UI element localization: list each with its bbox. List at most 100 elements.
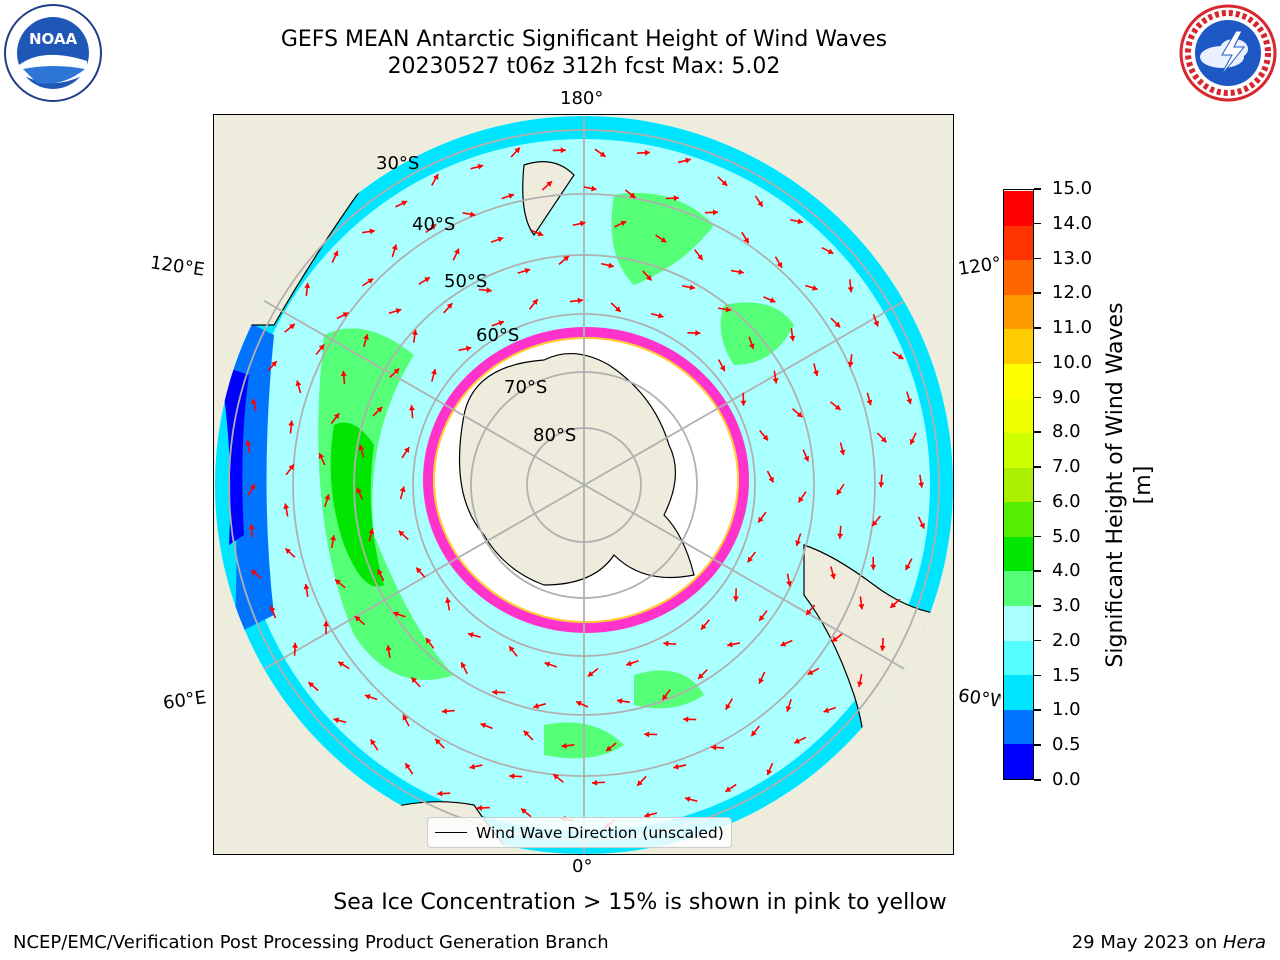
wave-direction-arrowhead — [918, 482, 925, 488]
legend-line-icon — [435, 831, 467, 834]
wave-direction-arrowhead — [492, 689, 498, 696]
colorbar-segment — [1004, 398, 1033, 434]
wave-direction-arrowhead — [839, 449, 846, 456]
wave-direction-arrowhead — [738, 268, 744, 275]
wave-direction-arrowhead — [333, 717, 340, 724]
wave-direction-arrowhead — [303, 583, 310, 590]
wave-direction-arrowhead — [776, 261, 783, 268]
wave-direction-arrowhead — [766, 769, 773, 776]
wave-direction-arrowhead — [469, 211, 476, 218]
wave-direction-arrowhead — [673, 195, 679, 202]
colorbar-tick — [1034, 709, 1041, 711]
colorbar-label: Significant Height of Wind Waves [m] — [1103, 302, 1156, 668]
wave-direction-arrowhead — [857, 681, 863, 687]
wave-direction-arrowhead — [757, 200, 763, 207]
colorbar-tick — [1034, 779, 1041, 781]
wave-direction-arrowhead — [599, 151, 606, 157]
colorbar-tick-label: 3.0 — [1052, 595, 1081, 617]
colorbar-segment — [1004, 467, 1033, 503]
wave-direction-arrowhead — [289, 323, 295, 330]
colorbar-tick-label: 7.0 — [1052, 456, 1081, 478]
wave-direction-arrowhead — [498, 320, 505, 326]
wave-direction-arrowhead — [304, 282, 311, 289]
wave-direction-arrowhead — [338, 661, 345, 668]
wave-direction-arrowhead — [897, 353, 904, 359]
wave-direction-arrowhead — [446, 303, 453, 309]
wave-direction-arrowhead — [408, 405, 415, 411]
colorbar-tick — [1034, 396, 1041, 399]
wave-direction-arrowhead — [626, 660, 632, 667]
wave-direction-arrowhead — [335, 579, 341, 585]
wave-direction-arrowhead — [629, 192, 636, 199]
wave-direction-arrowhead — [524, 267, 531, 274]
lat-label-60s: 60°S — [476, 325, 519, 346]
lon-label-120e: 120°E — [148, 252, 206, 281]
wave-direction-arrowhead — [759, 615, 765, 621]
noaa-logo-text: NOAA — [29, 30, 78, 48]
wave-direction-arrowhead — [368, 528, 375, 535]
wave-direction-arrowhead — [431, 369, 437, 375]
wave-direction-arrowhead — [364, 694, 371, 700]
wave-direction-arrowhead — [769, 297, 776, 303]
wave-direction-arrowhead — [561, 742, 567, 749]
colorbar-tick — [1034, 257, 1041, 260]
wave-direction-arrowhead — [751, 730, 757, 737]
polar-map: 30°S 40°S 50°S 60°S 70°S 80°S — [214, 115, 953, 854]
wave-direction-arrowhead — [391, 244, 398, 251]
lon-label-60e: 60°E — [161, 687, 208, 714]
wave-direction-arrowhead — [747, 556, 753, 563]
wave-direction-arrowhead — [399, 486, 406, 493]
colorbar-tick-label: 15.0 — [1052, 178, 1093, 199]
wave-direction-arrowhead — [533, 703, 539, 709]
colorbar-segment — [1004, 536, 1033, 572]
wave-direction-arrowhead — [711, 744, 717, 751]
wave-direction-arrowhead — [890, 602, 897, 608]
wave-direction-arrowhead — [405, 763, 411, 770]
wave-direction-arrowhead — [673, 763, 679, 770]
wave-direction-arrowhead — [523, 730, 530, 737]
wave-direction-arrowhead — [395, 308, 402, 314]
wave-direction-arrowhead — [532, 299, 538, 305]
wave-direction-arrowhead — [837, 533, 844, 539]
wave-direction-arrowhead — [684, 796, 691, 803]
colorbar-segment — [1004, 294, 1033, 330]
colorbar-tick-label: 11.0 — [1052, 317, 1093, 339]
map-legend: Wind Wave Direction (unscaled) — [427, 817, 732, 848]
wave-direction-arrowhead — [480, 722, 487, 729]
wave-direction-arrowhead — [332, 250, 339, 257]
wave-direction-arrowhead — [873, 320, 880, 327]
colorbar-segment — [1004, 570, 1033, 607]
wave-direction-arrowhead — [295, 380, 302, 387]
wave-direction-arrowhead — [806, 609, 812, 615]
colorbar-tick — [1034, 674, 1041, 677]
wave-direction-arrowhead — [591, 779, 598, 786]
wave-direction-arrowhead — [358, 444, 365, 451]
wave-direction-arrowhead — [477, 163, 484, 170]
wave-direction-arrowhead — [385, 645, 392, 651]
colorbar-tick-label: 1.5 — [1052, 664, 1081, 686]
wave-direction-arrowhead — [608, 262, 614, 269]
wave-direction-arrowhead — [546, 181, 553, 187]
wave-direction-arrowhead — [560, 147, 566, 154]
wave-direction-arrowhead — [508, 193, 515, 199]
wave-direction-arrowhead — [563, 255, 569, 262]
wave-direction-arrowhead — [248, 524, 255, 530]
wave-direction-arrowhead — [537, 230, 544, 237]
colorbar-tick-label: 14.0 — [1052, 212, 1093, 234]
wave-direction-arrowhead — [437, 790, 443, 797]
lon-label-60w: 60°W — [956, 685, 1002, 712]
lon-label-120w: 120°W — [956, 253, 1002, 280]
wave-direction-arrowhead — [591, 185, 597, 192]
wave-direction-arrowhead — [468, 632, 474, 638]
wave-direction-arrowhead — [880, 436, 887, 443]
map-panel: 30°S 40°S 50°S 60°S 70°S 80°S — [213, 114, 954, 855]
wave-direction-arrowhead — [683, 716, 689, 723]
wave-direction-arrowhead — [251, 570, 257, 576]
wave-direction-arrowhead — [879, 645, 886, 651]
wave-direction-arrowhead — [553, 774, 559, 780]
wave-direction-arrowhead — [398, 530, 405, 537]
wave-direction-arrowhead — [780, 640, 787, 647]
wave-direction-arrowhead — [245, 440, 252, 446]
colorbar-tick — [1034, 639, 1041, 642]
wave-direction-arrowhead — [486, 287, 492, 294]
